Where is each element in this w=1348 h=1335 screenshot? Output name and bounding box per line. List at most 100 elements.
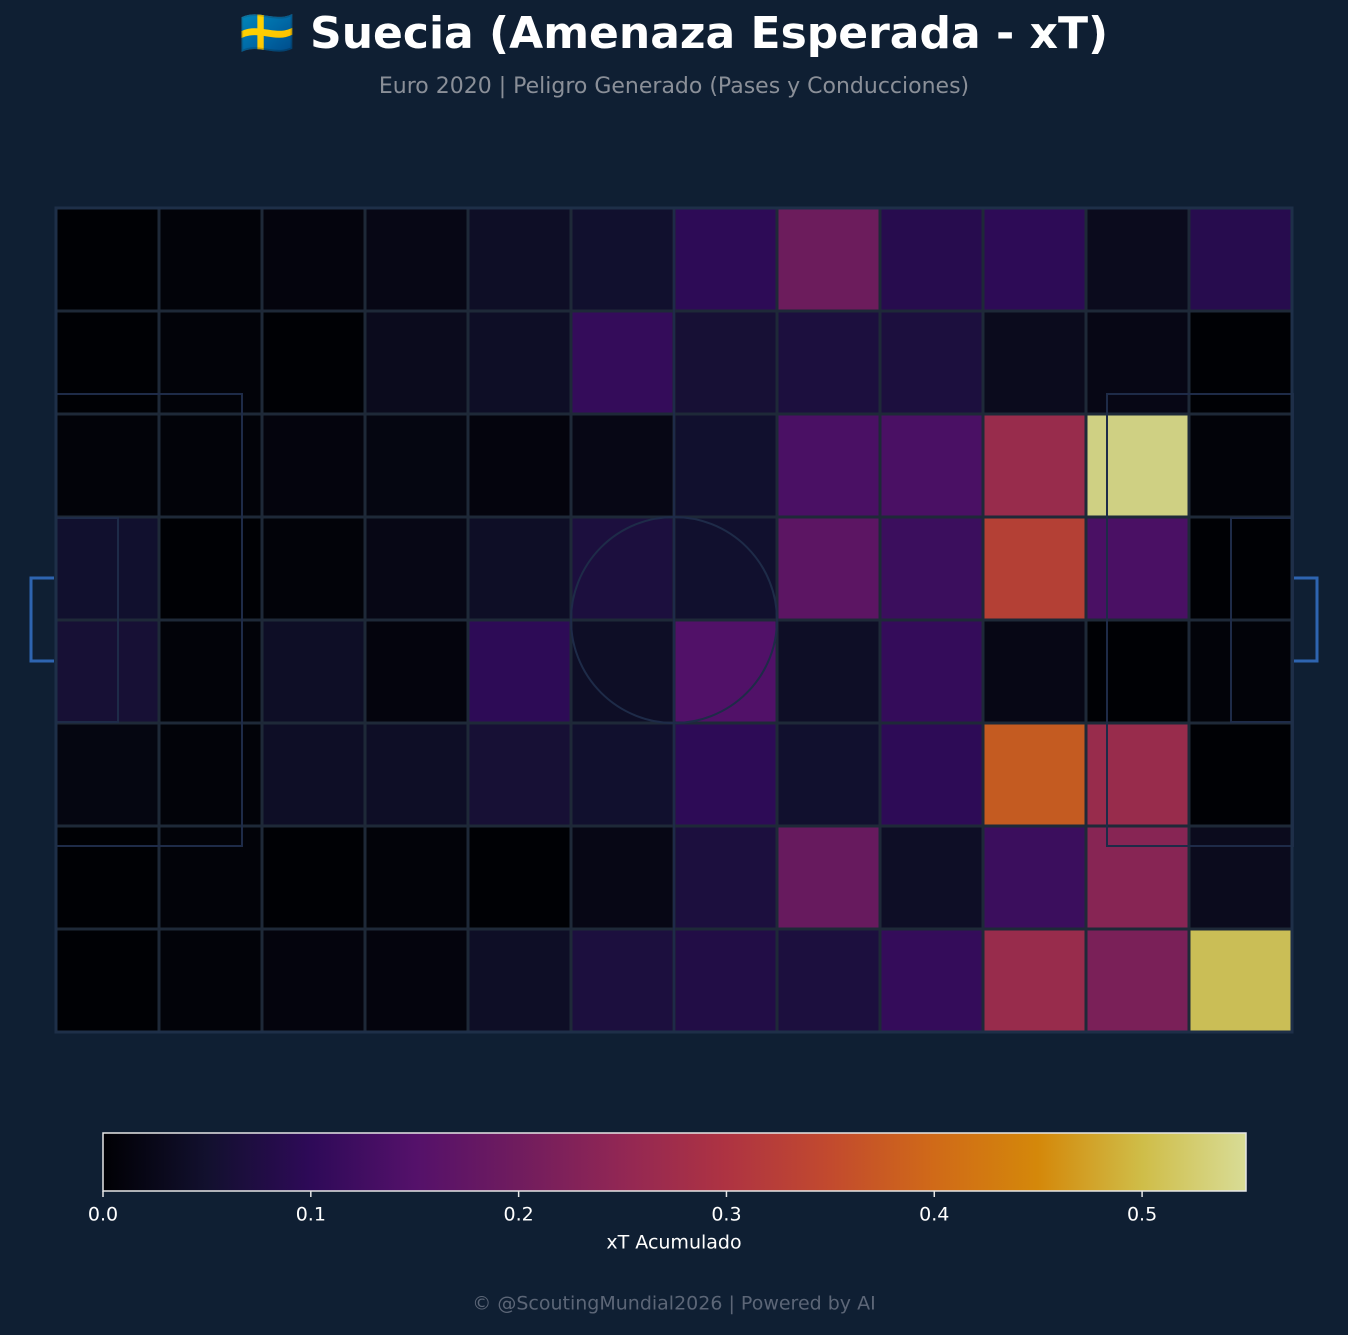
heatmap-cell — [260, 515, 367, 622]
heatmap-cell — [466, 412, 573, 519]
heatmap-cell — [466, 721, 573, 828]
heatmap-cell — [1084, 618, 1191, 725]
heatmap-cell — [157, 824, 264, 931]
heatmap-cell — [54, 824, 161, 931]
footer: © @ScoutingMundial2026 | Powered by AI — [472, 1293, 875, 1315]
heatmap-cell — [981, 618, 1088, 725]
heatmap-cell — [157, 412, 264, 519]
heatmap-cell — [54, 721, 161, 828]
heatmap-cell — [569, 618, 676, 725]
colorbar-tick-label: 0.2 — [504, 1204, 534, 1226]
heatmap-cell — [672, 618, 779, 725]
heatmap-cell — [363, 309, 470, 416]
heatmap-cell — [363, 412, 470, 519]
heatmap-cell — [157, 515, 264, 622]
heatmap-cell — [775, 824, 882, 931]
heatmap-cell — [672, 515, 779, 622]
heatmap-cell — [775, 618, 882, 725]
chart-title: 🇸🇪 Suecia (Amenaza Esperada - xT) — [240, 8, 1108, 59]
heatmap-cell — [466, 618, 573, 725]
heatmap-cell — [54, 515, 161, 622]
heatmap-cell — [1187, 309, 1294, 416]
heatmap-cell — [260, 927, 367, 1034]
heatmap-cell — [878, 206, 985, 313]
heatmap-cell — [878, 412, 985, 519]
heatmap-cell — [569, 515, 676, 622]
heatmap-cell — [1187, 824, 1294, 931]
heatmap-cell — [54, 927, 161, 1034]
heatmap-cell — [157, 927, 264, 1034]
heatmap-cell — [878, 618, 985, 725]
heatmap-cell — [775, 412, 882, 519]
heatmap-cell — [878, 309, 985, 416]
heatmap-cell — [981, 515, 1088, 622]
heatmap-cell — [981, 927, 1088, 1034]
heatmap-cell — [363, 206, 470, 313]
colorbar-tick-label: 0.5 — [1127, 1204, 1157, 1226]
heatmap-cell — [1084, 515, 1191, 622]
heatmap-cell — [1084, 206, 1191, 313]
colorbar-label: xT Acumulado — [606, 1232, 741, 1254]
heatmap-cell — [466, 206, 573, 313]
heatmap-cell — [1187, 927, 1294, 1034]
heatmap-cell — [878, 721, 985, 828]
heatmap-cell — [54, 206, 161, 313]
heatmap-cells — [54, 206, 1294, 1034]
heatmap-cell — [569, 206, 676, 313]
heatmap-cell — [569, 824, 676, 931]
heatmap-cell — [54, 618, 161, 725]
heatmap-cell — [466, 309, 573, 416]
heatmap-cell — [363, 721, 470, 828]
heatmap-cell — [981, 412, 1088, 519]
heatmap-cell — [260, 721, 367, 828]
heatmap-cell — [775, 309, 882, 416]
heatmap-cell — [1187, 618, 1294, 725]
chart-subtitle: Euro 2020 | Peligro Generado (Pases y Co… — [379, 74, 969, 99]
colorbar-tick-label: 0.3 — [711, 1204, 741, 1226]
heatmap-cell — [775, 515, 882, 622]
colorbar-tick-label: 0.1 — [296, 1204, 326, 1226]
heatmap-cell — [569, 412, 676, 519]
heatmap-cell — [1084, 412, 1191, 519]
heatmap-cell — [1187, 721, 1294, 828]
colorbar-tick-label: 0.4 — [919, 1204, 949, 1226]
heatmap-cell — [569, 309, 676, 416]
heatmap-cell — [672, 309, 779, 416]
heatmap-cell — [157, 206, 264, 313]
heatmap-cell — [363, 927, 470, 1034]
heatmap-cell — [466, 927, 573, 1034]
heatmap-cell — [260, 309, 367, 416]
heatmap-cell — [260, 412, 367, 519]
heatmap-cell — [1084, 721, 1191, 828]
heatmap-cell — [1187, 206, 1294, 313]
heatmap-cell — [981, 309, 1088, 416]
heatmap-cell — [981, 206, 1088, 313]
heatmap-cell — [878, 515, 985, 622]
heatmap-cell — [981, 721, 1088, 828]
heatmap-cell — [260, 824, 367, 931]
heatmap-cell — [878, 824, 985, 931]
heatmap-cell — [672, 206, 779, 313]
heatmap-cell — [157, 309, 264, 416]
heatmap-cell — [363, 824, 470, 931]
heatmap-cell — [569, 927, 676, 1034]
colorbar — [102, 1132, 1247, 1192]
heatmap-cell — [775, 206, 882, 313]
heatmap-cell — [775, 927, 882, 1034]
heatmap-cell — [466, 824, 573, 931]
heatmap-cell — [1187, 515, 1294, 622]
heatmap-cell — [672, 927, 779, 1034]
heatmap-cell — [157, 618, 264, 725]
colorbar-tick-label: 0.0 — [88, 1204, 118, 1226]
heatmap-cell — [466, 515, 573, 622]
heatmap-cell — [260, 206, 367, 313]
heatmap-cell — [981, 824, 1088, 931]
heatmap-cell — [54, 412, 161, 519]
heatmap-cell — [1187, 412, 1294, 519]
heatmap-cell — [775, 721, 882, 828]
heatmap-cell — [1084, 309, 1191, 416]
pitch-border — [54, 206, 1294, 1034]
heatmap-cell — [54, 309, 161, 416]
